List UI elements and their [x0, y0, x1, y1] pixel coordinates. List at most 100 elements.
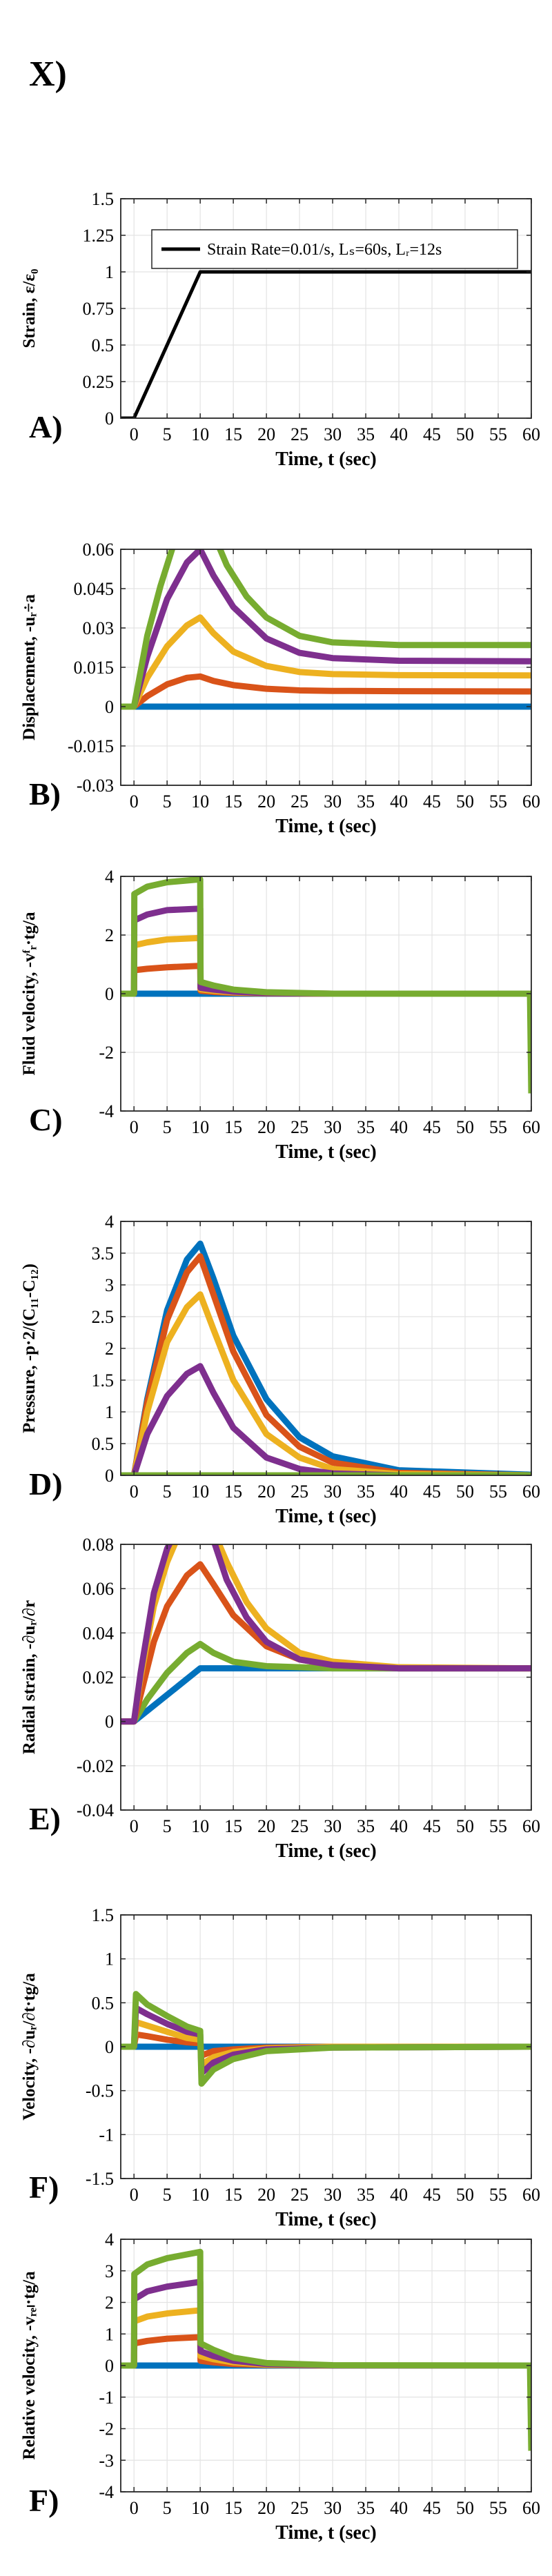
y-tick-label: 0.045: [74, 579, 115, 599]
y-tick-label: -2: [99, 1043, 114, 1063]
x-tick-label: 55: [489, 1117, 507, 1137]
x-tick-label: 20: [257, 1482, 275, 1502]
x-tick-label: 45: [423, 2185, 441, 2205]
y-tick-label: 1.5: [92, 1370, 115, 1390]
y-tick-label: -4: [99, 1101, 114, 1121]
x-tick-label: 60: [522, 1816, 540, 1836]
y-tick-label: 0.02: [83, 1668, 115, 1688]
x-tick-label: 45: [423, 1117, 441, 1137]
y-axis-label: Radial strain, -∂uᵣ/∂r: [20, 1600, 39, 1754]
x-tick-label: 0: [130, 1117, 139, 1137]
x-tick-label: 60: [522, 1117, 540, 1137]
x-tick-label: 55: [489, 1816, 507, 1836]
x-tick-label: 15: [224, 424, 242, 444]
y-tick-label: 0.03: [83, 618, 115, 638]
y-tick-label: 1: [105, 1949, 114, 1969]
y-tick-label: -0.02: [77, 1756, 114, 1776]
x-tick-label: 40: [390, 1482, 408, 1502]
x-tick-label: 35: [357, 1117, 375, 1137]
x-tick-label: 0: [130, 792, 139, 812]
x-tick-label: 20: [257, 1117, 275, 1137]
x-tick-label: 30: [324, 1816, 342, 1836]
y-axis-label: Pressure, -p·2/(C₁₁-C₁₂): [20, 1264, 39, 1433]
chart-panel-relative_velocity: 0 5 10 15 20 25 30 35 40 45 50 55 60 -4 -3 -2 -1 0 1 2 3 4 Tim…: [20, 2230, 540, 2544]
chart-panel-radial_strain: 0 5 10 15 20 25 30 35 40 45 50 55 60 -0.04 -0.02 0 0.02 0…: [20, 1535, 540, 1862]
y-tick-label: -1.5: [86, 2169, 114, 2189]
y-tick-label: 0: [105, 1466, 114, 1486]
y-axis-label: Velocity, -∂uᵣ/∂t·tg/a: [20, 1973, 39, 2121]
x-tick-label: 45: [423, 424, 441, 444]
panel-label: C): [29, 1102, 63, 1137]
y-tick-label: 1: [105, 1402, 114, 1422]
x-tick-label: 25: [290, 2185, 308, 2205]
x-tick-label: 60: [522, 2498, 540, 2518]
x-tick-label: 25: [290, 424, 308, 444]
panel-label: B): [29, 776, 61, 812]
y-axis-label: Relative velocity, -vᵣₑₗ·tg/a: [20, 2271, 39, 2460]
y-tick-label: -1: [99, 2125, 114, 2145]
x-tick-label: 45: [423, 792, 441, 812]
y-tick-label: 0.04: [83, 1623, 115, 1643]
x-tick-label: 40: [390, 1117, 408, 1137]
chart-panel-displacement: 0 5 10 15 20 25 30 35 40 45 50 55 60 -0.03 -0.015 0 0.01…: [20, 540, 540, 837]
series-line-green: [121, 2248, 531, 2451]
x-tick-label: 0: [130, 1482, 139, 1502]
x-tick-label: 50: [456, 792, 474, 812]
panel-label: A): [29, 409, 63, 444]
x-tick-label: 10: [191, 792, 209, 812]
x-tick-label: 25: [290, 1117, 308, 1137]
x-tick-label: 40: [390, 1816, 408, 1836]
x-tick-label: 10: [191, 1482, 209, 1502]
legend-box: [151, 229, 518, 269]
y-tick-label: 0.5: [92, 1993, 115, 2013]
y-tick-label: 0: [105, 409, 114, 429]
y-tick-label: 3: [105, 1275, 114, 1295]
x-tick-label: 0: [130, 424, 139, 444]
series-line-red: [121, 2334, 531, 2369]
y-tick-label: 0: [105, 2356, 114, 2376]
x-tick-label: 5: [163, 1482, 172, 1502]
x-tick-label: 55: [489, 2185, 507, 2205]
y-tick-label: 4: [105, 867, 114, 887]
x-tick-label: 10: [191, 2185, 209, 2205]
x-tick-label: 20: [257, 792, 275, 812]
y-axis-label: Fluid velocity, -vᶠᵣ·tg/a: [20, 912, 39, 1075]
y-axis-label: Displacement, -uᵣ÷a: [20, 594, 39, 740]
x-tick-label: 60: [522, 2185, 540, 2205]
panel-label: E): [29, 1801, 61, 1836]
y-tick-label: 0.06: [83, 1579, 115, 1599]
series-line-purple: [121, 905, 531, 997]
x-axis-label: Time, t (sec): [275, 816, 376, 837]
x-tick-label: 50: [456, 2185, 474, 2205]
x-tick-label: 15: [224, 1482, 242, 1502]
y-tick-label: -0.015: [68, 736, 114, 756]
x-tick-label: 50: [456, 1117, 474, 1137]
y-tick-label: 2: [105, 2293, 114, 2313]
x-tick-label: 25: [290, 792, 308, 812]
x-tick-label: 30: [324, 1482, 342, 1502]
series-line-yellow: [121, 614, 531, 710]
y-tick-label: 0.08: [83, 1535, 115, 1555]
y-tick-label: -2: [99, 2419, 114, 2439]
x-tick-label: 50: [456, 424, 474, 444]
x-tick-label: 25: [290, 1482, 308, 1502]
x-tick-label: 45: [423, 2498, 441, 2518]
x-tick-label: 60: [522, 424, 540, 444]
series-line-black: [121, 270, 531, 418]
series-line-purple: [121, 1544, 531, 1725]
x-tick-label: 25: [290, 1816, 308, 1836]
series-line-blue: [121, 1665, 531, 1725]
x-tick-label: 35: [357, 2498, 375, 2518]
x-tick-label: 55: [489, 2498, 507, 2518]
x-tick-label: 15: [224, 1117, 242, 1137]
y-tick-label: 0: [105, 1712, 114, 1732]
x-tick-label: 35: [357, 2185, 375, 2205]
x-tick-label: 35: [357, 792, 375, 812]
y-tick-label: -3: [99, 2450, 114, 2470]
x-tick-label: 35: [357, 1816, 375, 1836]
x-tick-label: 5: [163, 2185, 172, 2205]
y-axis-label: Strain, ε/ε₀: [20, 269, 39, 348]
x-tick-label: 30: [324, 2185, 342, 2205]
x-tick-label: 60: [522, 1482, 540, 1502]
y-tick-label: 1.5: [92, 189, 115, 209]
